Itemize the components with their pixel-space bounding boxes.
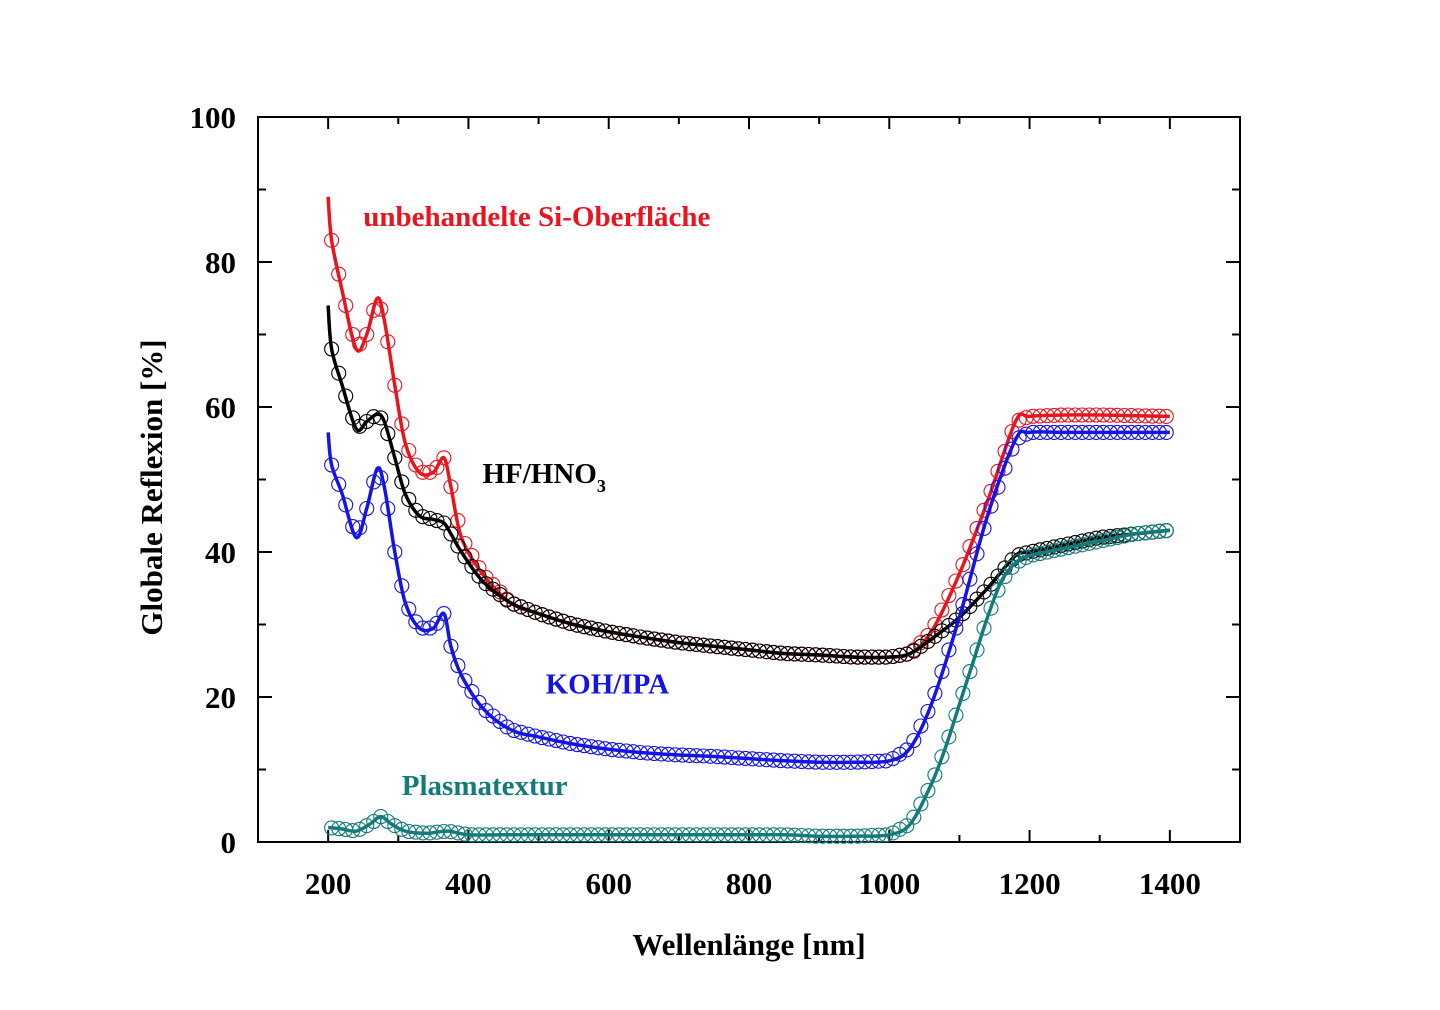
data-point [499, 719, 515, 735]
data-point [955, 685, 971, 701]
data-point [934, 602, 950, 618]
x-tick-label: 1200 [999, 866, 1061, 901]
data-point [534, 607, 550, 623]
x-tick-label: 1000 [858, 866, 920, 901]
data-point [443, 526, 459, 542]
data-point [906, 809, 922, 825]
data-point [990, 582, 1006, 598]
series-annotations: unbehandelte Si-Oberfläche HF/HNO3 KOH/IPA… [363, 201, 710, 802]
data-point [920, 783, 936, 799]
data-point [976, 620, 992, 636]
data-point [941, 729, 957, 745]
data-point [359, 326, 375, 343]
data-point [527, 604, 543, 620]
data-point [359, 500, 375, 517]
data-point [955, 557, 971, 573]
annotation-text: KOH/IPA [546, 668, 670, 700]
y-tick-label: 20 [205, 680, 236, 715]
data-point [990, 463, 1006, 479]
series-2 [324, 424, 1174, 770]
data-point [464, 684, 480, 700]
annotation-text: Plasmatextur [402, 770, 568, 802]
data-point [983, 600, 999, 616]
data-point [331, 476, 347, 492]
y-tick-label: 0 [221, 825, 237, 860]
data-point [548, 611, 564, 627]
data-point [906, 732, 922, 749]
annotation-text: unbehandelte Si-Oberfläche [363, 201, 710, 233]
data-point [1011, 553, 1027, 569]
data-point [913, 796, 929, 812]
data-point [436, 606, 452, 622]
series-3 [324, 523, 1174, 844]
data-point [541, 609, 557, 625]
y-tick-label: 100 [190, 100, 237, 135]
data-point [387, 450, 403, 466]
series-line [327, 528, 1171, 839]
data-point [331, 365, 347, 381]
data-point [934, 749, 950, 765]
x-tick-label: 200 [305, 866, 352, 901]
x-axis-tick-labels: 200 400 600 800 1000 1200 1400 [305, 866, 1201, 901]
data-point [927, 767, 943, 783]
data-point [927, 685, 943, 701]
y-axis-title: Globale Reflexion [%] [134, 339, 169, 635]
series-annotation: KOH/IPA [546, 668, 670, 700]
data-point [941, 587, 957, 604]
data-point [1004, 441, 1020, 457]
annotation-text: HF/HNO [482, 458, 596, 490]
data-point [394, 821, 410, 837]
data-point [401, 491, 417, 507]
series-layer [324, 196, 1174, 844]
y-axis-tick-labels: 0 20 40 60 80 100 [190, 100, 237, 860]
data-point [955, 597, 971, 613]
data-point [513, 599, 529, 615]
series-line [326, 196, 1170, 660]
data-point [506, 596, 522, 612]
data-point [920, 703, 936, 720]
data-point [457, 673, 473, 689]
series-annotation: Plasmatextur [402, 770, 568, 802]
data-point [464, 558, 480, 575]
y-tick-label: 60 [205, 390, 236, 425]
x-tick-label: 600 [585, 866, 632, 901]
data-point [962, 571, 978, 587]
data-point [1018, 549, 1034, 565]
x-tick-label: 800 [726, 866, 773, 901]
series-line [326, 305, 1171, 660]
data-point [506, 722, 522, 739]
y-tick-label: 80 [205, 245, 236, 280]
data-point [948, 707, 964, 723]
data-point [352, 821, 368, 837]
data-point [499, 592, 515, 608]
data-point [450, 658, 466, 674]
x-tick-label: 400 [445, 866, 492, 901]
x-axis-title: Wellenlänge [nm] [632, 927, 865, 962]
data-point [450, 538, 466, 554]
data-point [983, 483, 999, 499]
data-point [962, 664, 978, 680]
data-point [969, 642, 985, 658]
x-tick-label: 1400 [1139, 866, 1201, 901]
series-line [326, 429, 1170, 765]
data-point [436, 515, 452, 531]
data-point [899, 646, 915, 662]
data-point [436, 450, 452, 466]
y-tick-label: 40 [205, 535, 236, 570]
series-annotation: unbehandelte Si-Oberfläche [363, 201, 710, 233]
annotation-subscript: 3 [597, 476, 606, 496]
series-annotation: HF/HNO3 [482, 458, 605, 496]
data-point [415, 509, 431, 525]
data-point [387, 818, 403, 834]
